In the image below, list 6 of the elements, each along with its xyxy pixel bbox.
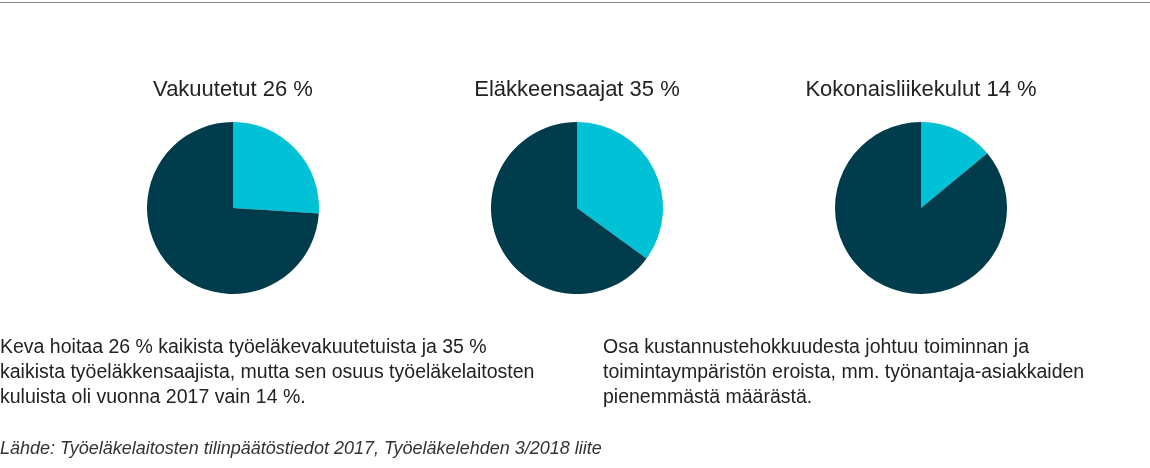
text: Lähde: Työeläkelaitosten tilinpäätöstiedot 2017, Työeläkelehden 3/2018 liite <box>0 437 603 460</box>
chart-title: Kokonaisliikekulut 14 % <box>805 75 1037 101</box>
text: Keva hoitaa 26 % kaikista työeläkevakuutetuista ja 35 % kaikista työeläkkensaajista, mutta sen osuus työeläkelaitosten kuluista oli vuonna 2017 vain 14 %. <box>0 334 536 409</box>
text: Osa kustannustehokkuudesta johtuu toiminnan ja toimintaympäristön eroista, mm. työnantaja-asiakkaiden pienemmästä määrästä. <box>603 334 1086 409</box>
chart-title: Eläkkeensaajat 35 % <box>474 75 680 101</box>
chart-title: Vakuutetut 26 % <box>153 75 313 101</box>
